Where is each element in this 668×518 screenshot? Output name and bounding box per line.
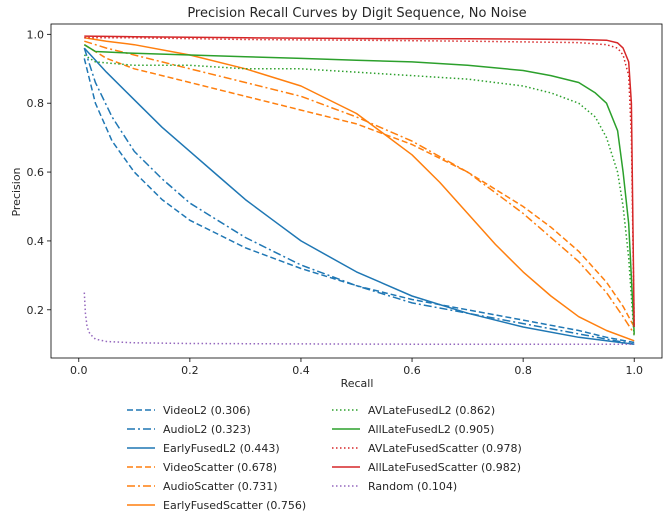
series-line-6 [83, 54, 635, 338]
y-tick-label: 0.4 [27, 235, 45, 248]
legend-label: AllLateFusedScatter (0.982) [368, 461, 521, 474]
series-line-3 [83, 44, 635, 328]
axis-ticks: 0.0 0.2 0.4 0.6 0.8 1.0 0.2 0.4 0.6 0.8 1.0 [27, 28, 643, 377]
series-line-0 [83, 58, 635, 344]
series-line-10 [83, 292, 635, 345]
chart-title: Precision Recall Curves by Digit Sequenc… [187, 6, 526, 21]
y-tick-label: 0.8 [27, 97, 45, 110]
y-axis-label: Precision [10, 167, 23, 216]
series-line-1 [83, 47, 635, 345]
series-line-8 [84, 37, 635, 328]
x-tick-label: 0.2 [181, 364, 199, 377]
legend-label: AudioScatter (0.731) [163, 480, 278, 493]
series-line-2 [83, 47, 635, 345]
x-tick-label: 0.4 [292, 364, 310, 377]
legend-label: VideoL2 (0.306) [163, 404, 251, 417]
x-tick-label: 0.6 [403, 364, 421, 377]
series-line-9 [84, 35, 635, 328]
legend-label: VideoScatter (0.678) [163, 461, 277, 474]
x-tick-label: 0.8 [514, 364, 532, 377]
legend-label: AllLateFusedL2 (0.905) [368, 423, 494, 436]
legend-label: EarlyFusedScatter (0.756) [163, 499, 306, 512]
legend-label: EarlyFusedL2 (0.443) [163, 442, 280, 455]
y-tick-label: 0.6 [27, 166, 45, 179]
y-tick-label: 1.0 [27, 28, 45, 41]
series-line-5 [84, 37, 635, 342]
legend-label: AVLateFusedL2 (0.862) [368, 404, 495, 417]
legend-label: AVLateFusedScatter (0.978) [368, 442, 522, 455]
legend-label: AudioL2 (0.323) [163, 423, 251, 436]
y-tick-label: 0.2 [27, 304, 45, 317]
series-line-7 [83, 44, 635, 334]
plot-frame [50, 23, 663, 359]
legend: VideoL2 (0.306) AudioL2 (0.323) EarlyFused… [127, 404, 522, 512]
x-tick-label: 0.0 [70, 364, 88, 377]
legend-label: Random (0.104) [368, 480, 457, 493]
plot-series [83, 35, 635, 345]
x-axis-label: Recall [341, 377, 374, 390]
series-line-4 [84, 40, 635, 335]
x-tick-label: 1.0 [625, 364, 643, 377]
